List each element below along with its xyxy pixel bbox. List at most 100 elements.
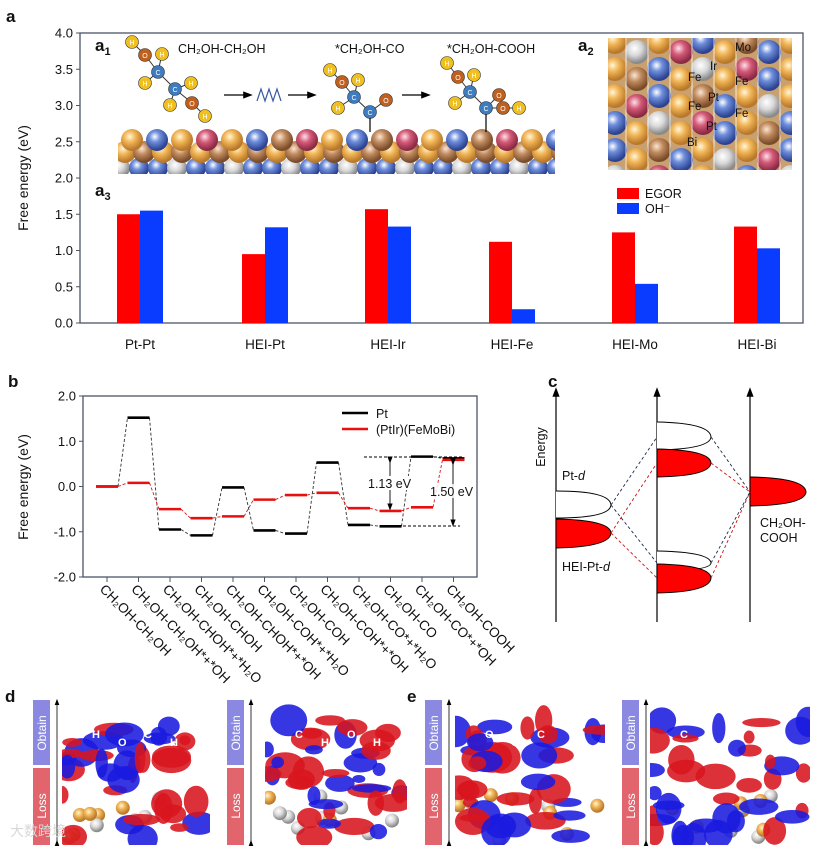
a2-atom-labels: Mo Ir Fe Fe Pt Fe Fe Pt Bi xyxy=(687,42,751,149)
surface-atom xyxy=(608,84,627,108)
connector-hei xyxy=(212,515,223,519)
connector-pt xyxy=(117,417,128,487)
category-label: HEI-Bi xyxy=(737,337,776,352)
atom-label-mo: Mo xyxy=(735,42,751,54)
loss-bar xyxy=(425,768,442,845)
pt-d-label: Pt-d xyxy=(562,469,586,483)
atom-c xyxy=(347,90,361,104)
bar-oh-hei-fe xyxy=(512,309,535,323)
loss-bar xyxy=(622,768,639,845)
surface-atom xyxy=(779,138,792,162)
barrier-label-2: 1.50 eV xyxy=(430,485,474,499)
a2-label: a2 xyxy=(578,36,594,58)
surface-atom xyxy=(321,129,343,151)
connector-hei xyxy=(117,482,128,487)
panel-b-categories: CH₂OH-CH₂OHCH₂OH-CH₂OH*+*OHCH₂OH-CHOH*+*… xyxy=(97,582,518,687)
surface-atom xyxy=(757,175,781,199)
atom-label: O xyxy=(347,729,356,741)
hei-pt-d-label: HEI-Pt-d xyxy=(562,560,611,574)
barrier-label-1: 1.13 eV xyxy=(368,477,412,491)
atom-label: C xyxy=(172,87,177,94)
atom-label: H xyxy=(170,737,178,749)
y-tick-label: 0.5 xyxy=(55,279,73,294)
atom-h xyxy=(155,47,169,61)
category-label: HEI-Pt xyxy=(245,337,285,352)
atom-label: H xyxy=(373,737,381,749)
surface-atom xyxy=(693,165,713,170)
surface-atom xyxy=(346,129,368,151)
surface-atom xyxy=(625,67,649,91)
connector-hei xyxy=(432,459,443,508)
surface-atom xyxy=(713,148,737,170)
surface-atom xyxy=(421,129,443,151)
multi-step-wave-icon xyxy=(256,87,282,103)
surface-atom xyxy=(546,129,555,151)
atom-label: O xyxy=(189,101,195,108)
surface-atom xyxy=(625,148,649,170)
a1-species-ethylene-glycol: CH₂OH-CH₂OH xyxy=(178,42,265,56)
loss-label: Loss xyxy=(427,793,441,818)
legend-swatch-oh xyxy=(617,203,639,214)
a1-catalyst-surface xyxy=(118,129,555,174)
atom-label: C xyxy=(511,737,519,749)
surface-atom xyxy=(121,129,143,151)
category-label: HEI-Mo xyxy=(612,337,658,352)
bar-egor-hei-mo xyxy=(612,232,635,323)
obtain-bar xyxy=(227,700,244,765)
surface-atom xyxy=(691,57,715,81)
atom-label: H xyxy=(188,81,193,88)
surface-atom xyxy=(737,165,757,170)
surface-atom xyxy=(296,129,318,151)
surface-atom xyxy=(757,67,781,91)
atom-label: C xyxy=(680,729,688,741)
charge-density-plot: OCC xyxy=(455,705,605,845)
atom-label: H xyxy=(92,729,100,741)
y-tick-label: 0.0 xyxy=(58,479,76,494)
obtain-bar xyxy=(425,700,442,765)
surface-atom xyxy=(146,129,168,151)
panel-b-energy-profile xyxy=(96,416,465,582)
atom-label: H xyxy=(129,40,134,47)
connector-pt xyxy=(180,529,191,536)
surface-atom xyxy=(196,129,218,151)
surface-atom xyxy=(713,67,737,91)
atom-label: C xyxy=(367,110,372,117)
surface-atom xyxy=(608,165,625,170)
bonding-occupied xyxy=(656,563,712,594)
a1-species-ch2oh-cooh: *CH₂OH-COOH xyxy=(447,42,535,56)
surface-atom xyxy=(647,111,671,135)
connector-pt xyxy=(275,529,286,534)
adsorbate-orbital xyxy=(749,476,807,507)
surface-atom xyxy=(669,67,693,91)
surface-atom xyxy=(647,57,671,81)
panel-a-legend: EGOR OH⁻ xyxy=(617,187,682,216)
atom-label: H xyxy=(159,52,164,59)
panel-a-categories: Pt-Pt HEI-Pt HEI-Ir HEI-Fe HEI-Mo HEI-Bi xyxy=(125,337,777,352)
atom-h xyxy=(184,76,198,90)
a1-label: a1 xyxy=(95,36,111,58)
connector-hei xyxy=(306,492,317,496)
surface-atom xyxy=(779,57,792,81)
surface-atom xyxy=(735,38,759,54)
panel-b-y-axis-label: Free energy (eV) xyxy=(15,434,31,540)
surface-atom xyxy=(713,94,737,118)
atom-label: C xyxy=(351,95,356,102)
connector-pt xyxy=(306,462,317,534)
atom-label: C xyxy=(144,729,152,741)
surface-atom xyxy=(779,111,792,135)
watermark: 大数跨境 xyxy=(10,823,66,839)
surface-atom xyxy=(496,129,518,151)
adsorbate-label-1: CH₂OH- xyxy=(760,516,806,530)
atom-label: H xyxy=(321,737,329,749)
atom-h xyxy=(125,35,139,49)
legend-label-egor: EGOR xyxy=(645,187,682,201)
panel-label-e: e xyxy=(407,687,416,706)
y-tick-label: 0.0 xyxy=(55,316,73,331)
connector-hei xyxy=(338,492,349,509)
loss-label: Loss xyxy=(624,793,638,818)
atom-label-fe: Fe xyxy=(735,108,748,120)
surface-atom xyxy=(396,129,418,151)
